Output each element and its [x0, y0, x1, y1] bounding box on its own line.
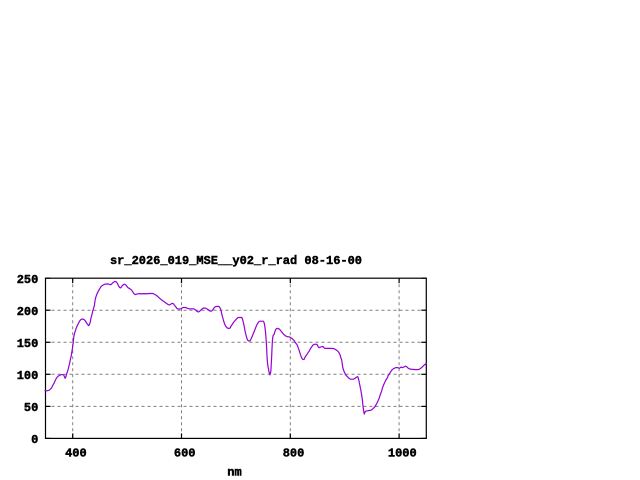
svg-text:nm: nm: [227, 466, 241, 480]
svg-text:1000: 1000: [388, 447, 417, 461]
svg-text:600: 600: [174, 447, 196, 461]
svg-text:150: 150: [17, 337, 39, 351]
svg-text:400: 400: [65, 447, 87, 461]
svg-text:50: 50: [24, 401, 38, 415]
svg-text:sr_2026_019_MSE__y02_r_rad 08-: sr_2026_019_MSE__y02_r_rad 08-16-00: [110, 254, 362, 268]
svg-text:0: 0: [31, 433, 38, 447]
svg-text:250: 250: [17, 273, 39, 287]
svg-text:100: 100: [17, 369, 39, 383]
svg-text:800: 800: [283, 447, 305, 461]
svg-text:200: 200: [17, 305, 39, 319]
